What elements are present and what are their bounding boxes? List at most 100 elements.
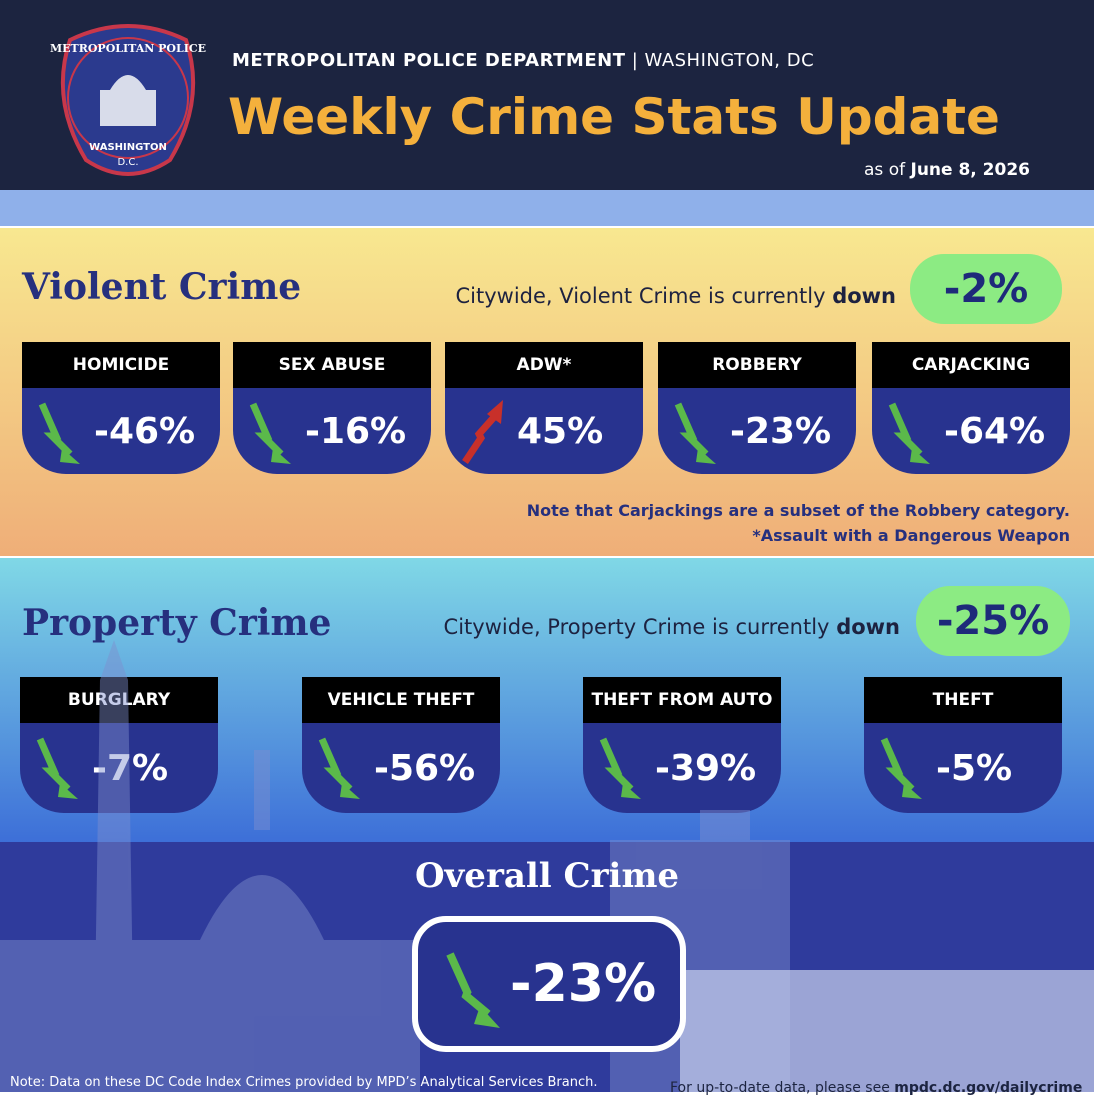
footer-note: Note: Data on these DC Code Index Crimes…	[10, 1075, 598, 1090]
badge-ring	[67, 37, 189, 159]
arrow-down	[446, 952, 500, 1028]
violent-notes: Note that Carjackings are a subset of th…	[527, 498, 1070, 548]
arrow-down	[880, 737, 922, 799]
arrow-down	[318, 737, 360, 799]
summary-prefix: Citywide, Violent Crime is currently	[455, 284, 826, 308]
crime-card: ADW* 45%	[445, 342, 643, 474]
card-change: -46%	[94, 410, 196, 452]
crime-card: THEFT FROM AUTO -39%	[583, 677, 781, 813]
note: *Assault with a Dangerous Weapon	[752, 526, 1070, 545]
arrow-line	[36, 737, 71, 792]
card-body: -56%	[302, 723, 500, 813]
crime-card: VEHICLE THEFT -56%	[302, 677, 500, 813]
arrow-head	[271, 448, 291, 464]
arrow-line	[462, 413, 498, 464]
badge-top: METROPOLITAN POLICE	[50, 42, 206, 55]
date-prefix: as of	[864, 160, 906, 180]
card-label: SEX ABUSE	[233, 342, 431, 388]
location: WASHINGTON, DC	[644, 50, 815, 71]
crime-card: HOMICIDE -46%	[22, 342, 220, 474]
card-change: -56%	[374, 747, 476, 789]
violent-title: Violent Crime	[22, 266, 302, 308]
arrow-line	[880, 737, 915, 792]
overall-box: -23%	[412, 916, 686, 1052]
overall-change: -23%	[510, 954, 657, 1014]
crime-card: THEFT -5%	[864, 677, 1062, 813]
arrow-head	[696, 448, 716, 464]
note: Note that Carjackings are a subset of th…	[526, 501, 1070, 520]
crime-card: SEX ABUSE -16%	[233, 342, 431, 474]
card-change: -23%	[730, 410, 832, 452]
crime-card: ROBBERY -23%	[658, 342, 856, 474]
card-change: -16%	[305, 410, 407, 452]
arrow-head	[621, 783, 641, 799]
card-body: -7%	[20, 723, 218, 813]
card-label: ADW*	[445, 342, 643, 388]
card-body: -16%	[233, 388, 431, 474]
card-change: 45%	[517, 410, 604, 452]
badge-capitol	[100, 90, 156, 126]
crime-card: CARJACKING -64%	[872, 342, 1070, 474]
org-line: METROPOLITAN POLICE DEPARTMENT | WASHING…	[232, 50, 815, 71]
arrow-line	[318, 737, 353, 792]
card-label: ROBBERY	[658, 342, 856, 388]
card-label: HOMICIDE	[22, 342, 220, 388]
arrow-up	[462, 400, 503, 464]
strip	[0, 190, 1094, 226]
org: METROPOLITAN POLICE DEPARTMENT	[232, 50, 626, 71]
arrow-head	[910, 448, 930, 464]
arrow-down	[599, 737, 641, 799]
badge-dome	[110, 75, 146, 90]
card-body: -39%	[583, 723, 781, 813]
arrow-down	[249, 402, 291, 464]
card-label: BURGLARY	[20, 677, 218, 723]
card-label: THEFT	[864, 677, 1062, 723]
date: June 8, 2026	[910, 160, 1031, 180]
link[interactable]: mpdc.dc.gov/dailycrime	[894, 1080, 1083, 1096]
card-body: 45%	[445, 388, 643, 474]
arrow-line	[674, 402, 709, 457]
card-label: VEHICLE THEFT	[302, 677, 500, 723]
arrow-head	[58, 783, 78, 799]
card-body: -46%	[22, 388, 220, 474]
arrow-head	[902, 783, 922, 799]
card-body: -23%	[658, 388, 856, 474]
property-summary: Citywide, Property Crime is currently do…	[444, 615, 900, 639]
arrow-head	[340, 783, 360, 799]
arrow-line	[38, 402, 73, 457]
arrow-line	[888, 402, 923, 457]
property-change: -25%	[916, 586, 1070, 656]
summary-prefix: Citywide, Property Crime is currently	[443, 615, 830, 639]
badge-city: D.C.	[117, 157, 138, 168]
card-change: -64%	[944, 410, 1046, 452]
arrow-down	[888, 402, 930, 464]
card-change: -39%	[655, 747, 757, 789]
arrow-head	[60, 448, 80, 464]
skyline	[0, 640, 1094, 1092]
crime-card: BURGLARY -7%	[20, 677, 218, 813]
date-line: as of June 8, 2026	[864, 160, 1030, 180]
arrow-down	[38, 402, 80, 464]
title: Weekly Crime Stats Update	[228, 88, 1000, 146]
violent-change: -2%	[910, 254, 1062, 324]
property-title: Property Crime	[22, 602, 332, 644]
card-label: CARJACKING	[872, 342, 1070, 388]
overall-title: Overall Crime	[414, 856, 680, 896]
footer-link-line: For up-to-date data, please see mpdc.dc.…	[670, 1080, 1082, 1096]
card-body: -64%	[872, 388, 1070, 474]
arrow-line	[249, 402, 284, 457]
card-change: -5%	[936, 747, 1013, 789]
link-prefix: For up-to-date data, please see	[670, 1080, 890, 1096]
arrow-down	[674, 402, 716, 464]
badge-bottom: WASHINGTON	[89, 142, 167, 153]
card-change: -7%	[92, 747, 169, 789]
badge: METROPOLITAN POLICE WASHINGTON D.C.	[50, 24, 206, 176]
summary-direction: down	[832, 284, 896, 308]
card-body: -5%	[864, 723, 1062, 813]
card-label: THEFT FROM AUTO	[583, 677, 781, 723]
violent-summary: Citywide, Violent Crime is currently dow…	[456, 284, 896, 308]
arrow-down	[36, 737, 78, 799]
arrow-head	[487, 400, 503, 424]
arrow-line	[599, 737, 634, 792]
